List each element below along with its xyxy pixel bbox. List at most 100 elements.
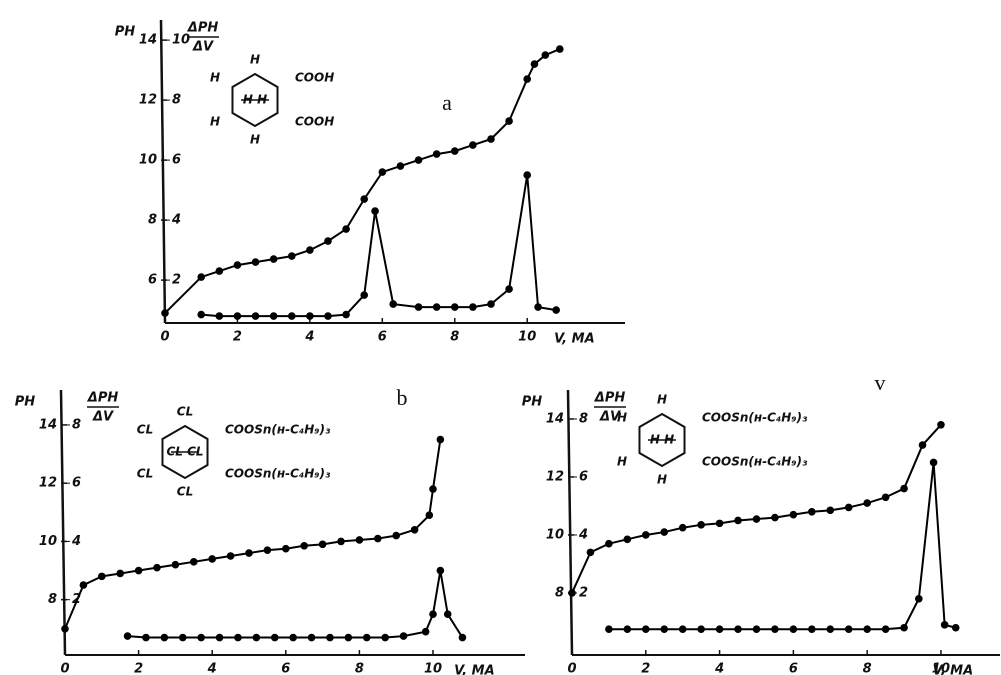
data-point [641, 625, 650, 633]
data-point [678, 625, 687, 633]
y-tick-label: 14 [39, 417, 57, 432]
ring [638, 412, 686, 468]
data-point [421, 627, 430, 636]
data-point [605, 539, 613, 548]
formula-label: CL [137, 423, 153, 437]
data-point [197, 273, 206, 281]
y2-axis-label: ΔV [192, 40, 214, 55]
formula-label: CL [177, 485, 193, 499]
data-point [324, 312, 332, 320]
y2-tick-label: 6 [72, 476, 81, 491]
x-tick-label: 6 [789, 662, 798, 675]
y2-tick-label: 8 [72, 417, 81, 432]
data-point [414, 303, 423, 311]
data-point [425, 511, 434, 520]
x-tick-label: 10 [518, 330, 536, 345]
data-point [505, 117, 513, 125]
y2-axis-label: ΔPH [187, 21, 219, 36]
data-point [160, 633, 169, 642]
data-point [881, 493, 890, 502]
data-point [505, 285, 513, 293]
y-axis-label: PH [522, 395, 543, 410]
y-axis-label: PH [15, 395, 36, 410]
x-tick-label: 4 [304, 330, 314, 345]
ring [161, 424, 209, 480]
data-point [269, 255, 278, 263]
data-point [844, 503, 853, 512]
data-point [487, 300, 495, 308]
data-point [389, 300, 397, 308]
data-point [469, 141, 477, 149]
data-point [287, 312, 296, 320]
formula-label: COOSn(н-C₄H₉)₃ [702, 455, 808, 469]
data-point [342, 225, 350, 233]
x-tick-label: 0 [60, 662, 69, 675]
data-point [197, 310, 206, 319]
data-point [863, 499, 871, 507]
y2-tick-label: 2 [579, 585, 588, 600]
formula-label: CL [137, 467, 153, 481]
data-point [915, 594, 923, 603]
x-tick-label: 0 [567, 662, 576, 675]
y2-axis-label: ΔV [92, 410, 114, 425]
data-point [374, 534, 382, 543]
data-point [270, 633, 279, 642]
y-tick-label: 12 [139, 93, 157, 108]
x-tick-label: 10 [932, 662, 950, 675]
data-point [623, 535, 632, 544]
x-tick-label: 4 [207, 662, 217, 675]
y-axis [566, 389, 574, 656]
data-point [306, 312, 314, 320]
data-point [234, 633, 242, 642]
data-point [251, 258, 260, 266]
y-tick-label: 12 [39, 476, 57, 491]
series-line [164, 48, 561, 314]
panel-label: b [397, 385, 408, 410]
y2-tick-label: 8 [172, 93, 181, 108]
y-tick-label: 12 [546, 469, 564, 484]
x-axis-label: V, MA [554, 332, 595, 347]
data-point [432, 303, 441, 311]
data-point [808, 507, 816, 516]
y-axis [59, 389, 67, 656]
data-point [734, 625, 742, 633]
y-tick-label: 14 [546, 411, 564, 426]
x-axis-label: V, MA [933, 664, 974, 675]
data-point [116, 569, 124, 578]
data-point [586, 548, 595, 557]
y-axis-label: PH [115, 25, 136, 40]
x-tick-label: 8 [450, 330, 459, 345]
y-tick-label: 8 [48, 592, 57, 607]
data-point [342, 310, 350, 319]
formula-label: H [250, 133, 260, 147]
data-point [171, 560, 180, 569]
y2-tick-label: 4 [578, 527, 588, 542]
data-point [918, 441, 927, 449]
formula-label: H H [243, 93, 267, 107]
data-point [458, 633, 467, 642]
data-point [215, 633, 224, 642]
x-tick-label: 2 [134, 662, 143, 675]
data-point [900, 484, 908, 493]
formula-label: CL [177, 405, 193, 419]
data-point [289, 633, 297, 642]
data-point [337, 537, 345, 546]
data-point [362, 633, 371, 642]
data-point [443, 610, 452, 619]
data-point [523, 171, 532, 179]
y-axis [159, 19, 167, 324]
formula-label: H H [650, 433, 674, 447]
data-point [269, 312, 278, 320]
y-tick-label: 10 [39, 534, 57, 549]
data-point [487, 135, 495, 143]
data-point [605, 625, 613, 633]
data-point [263, 546, 272, 554]
data-point [233, 312, 242, 320]
data-point [450, 303, 459, 311]
data-point [233, 261, 242, 269]
data-point [378, 168, 387, 176]
data-point [556, 45, 564, 53]
data-point [429, 485, 437, 493]
data-point [245, 549, 253, 557]
data-point [355, 536, 364, 544]
